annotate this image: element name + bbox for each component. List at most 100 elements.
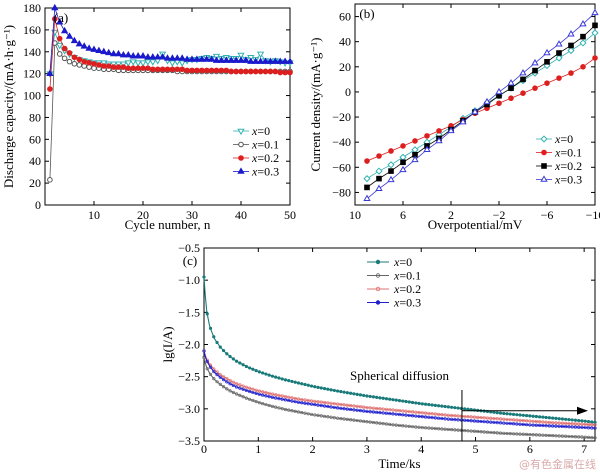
data-point xyxy=(231,390,235,395)
data-point xyxy=(222,56,230,63)
data-point xyxy=(515,418,519,422)
data-point xyxy=(261,57,270,64)
data-point xyxy=(241,387,245,391)
legend-var: x xyxy=(554,146,561,160)
data-point xyxy=(208,326,213,330)
data-point xyxy=(505,431,509,436)
data-point xyxy=(433,426,437,431)
legend-marker xyxy=(541,149,547,156)
data-point xyxy=(274,375,278,379)
data-point xyxy=(495,87,503,95)
data-point xyxy=(247,57,255,64)
data-point xyxy=(521,418,525,423)
x-axis-label: Overpotential/mV xyxy=(428,217,523,232)
data-point xyxy=(469,419,473,423)
data-point xyxy=(423,402,428,406)
legend-var: x xyxy=(393,296,400,310)
data-point xyxy=(440,413,444,417)
data-point xyxy=(567,425,571,429)
data-point xyxy=(76,62,83,68)
data-point xyxy=(282,69,288,76)
data-point xyxy=(228,354,232,359)
x-tick-label: 40 xyxy=(235,208,247,222)
legend-label: x=0.3 xyxy=(393,296,421,310)
data-point xyxy=(281,57,289,64)
data-point xyxy=(391,412,395,416)
data-point xyxy=(586,426,591,430)
data-point xyxy=(368,406,372,410)
data-point xyxy=(234,382,239,386)
data-point xyxy=(306,383,310,387)
data-point xyxy=(231,383,235,388)
data-point xyxy=(287,395,291,399)
data-point xyxy=(158,53,167,60)
data-point xyxy=(476,429,480,434)
data-point xyxy=(61,55,68,62)
series-x=0.3 xyxy=(363,8,599,202)
data-point xyxy=(564,425,568,429)
y-tick-label: 0 xyxy=(345,85,351,99)
data-point xyxy=(296,400,301,404)
data-point xyxy=(397,409,402,413)
plot-frame xyxy=(44,7,291,206)
data-point xyxy=(554,424,558,428)
data-point xyxy=(345,403,349,407)
data-point xyxy=(300,401,304,405)
data-point xyxy=(178,60,186,67)
y-axis-label: Current density/(mA·g⁻¹) xyxy=(308,38,323,172)
data-point xyxy=(212,376,216,381)
data-point xyxy=(56,18,64,25)
data-point xyxy=(446,405,450,409)
data-point xyxy=(544,420,548,424)
data-point xyxy=(306,402,310,406)
data-point xyxy=(577,425,581,429)
data-point xyxy=(81,58,87,65)
data-point xyxy=(91,61,97,67)
x-tick-label: 6 xyxy=(527,442,533,456)
data-point xyxy=(342,417,346,421)
data-point xyxy=(215,380,219,384)
data-point xyxy=(66,58,73,65)
data-point xyxy=(257,68,264,75)
data-point xyxy=(329,415,333,419)
legend: x=0x=0.1x=0.2x=0.3 xyxy=(233,124,279,179)
data-point xyxy=(345,407,349,411)
data-point xyxy=(410,410,415,414)
data-point xyxy=(164,66,171,73)
data-point xyxy=(466,415,470,419)
data-point xyxy=(515,432,519,436)
x-tick-label: −2 xyxy=(493,208,506,222)
data-point xyxy=(365,405,369,410)
data-point xyxy=(355,392,359,396)
legend-var: x xyxy=(393,255,400,269)
data-point xyxy=(375,410,379,414)
data-point xyxy=(557,417,561,421)
data-point xyxy=(447,126,455,134)
data-point xyxy=(300,397,304,402)
data-point xyxy=(134,60,142,67)
data-point xyxy=(309,399,314,403)
data-point xyxy=(183,55,191,62)
data-point xyxy=(313,413,317,417)
data-point xyxy=(101,63,107,69)
y-axis-label: Discharge capacity/(mA·h·g⁻¹) xyxy=(1,25,16,188)
legend-label: x=0.1 xyxy=(554,146,582,160)
y-tick-label: 140 xyxy=(23,45,41,59)
data-point xyxy=(277,406,281,410)
data-point xyxy=(489,430,493,435)
x-tick-label: 20 xyxy=(137,208,149,222)
data-point xyxy=(528,432,532,437)
data-point xyxy=(184,67,190,74)
data-point xyxy=(277,393,281,397)
legend-marker xyxy=(541,163,547,169)
data-point xyxy=(543,48,551,56)
data-point xyxy=(544,433,548,437)
data-point xyxy=(241,363,245,367)
data-point xyxy=(212,369,216,374)
data-point xyxy=(262,68,269,75)
data-point xyxy=(313,403,317,407)
data-point xyxy=(560,434,565,438)
data-point xyxy=(543,61,551,70)
data-point xyxy=(251,367,255,371)
data-point xyxy=(140,65,146,71)
